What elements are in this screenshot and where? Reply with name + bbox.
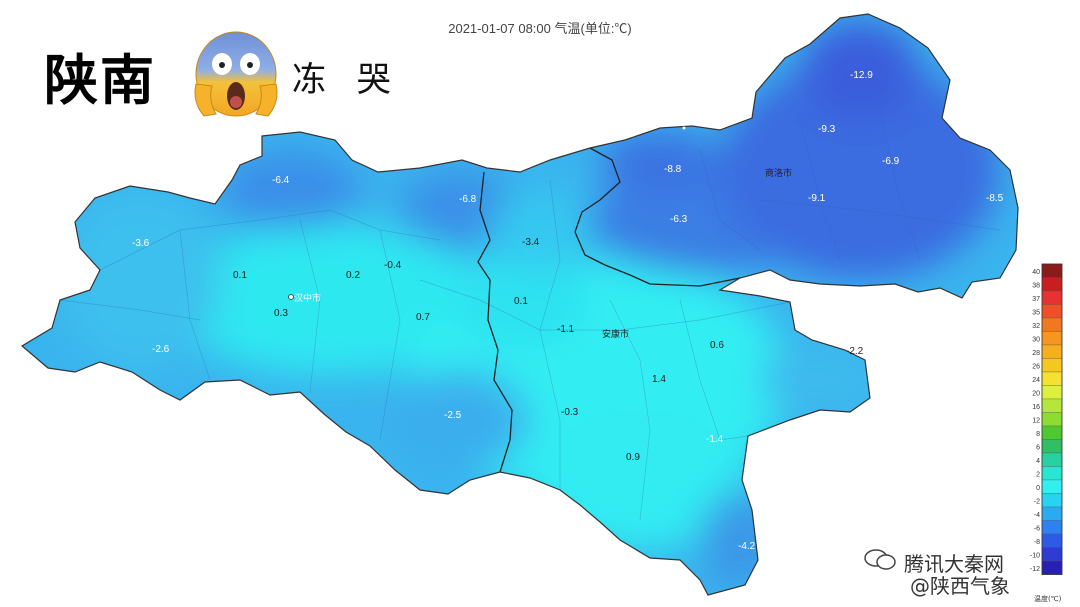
legend-tick-label: 16 xyxy=(1032,404,1040,411)
temp-label: -1.4 xyxy=(706,434,724,445)
legend-frame xyxy=(1041,263,1063,575)
legend-swatch xyxy=(1041,398,1063,413)
legend-tick-label: -12 xyxy=(1030,566,1040,573)
temp-label: -6.3 xyxy=(670,214,688,225)
legend-tick-label: 37 xyxy=(1032,296,1040,303)
legend-tick-label: 35 xyxy=(1032,310,1040,317)
temp-label: 0.2 xyxy=(346,270,360,281)
station-marker xyxy=(682,126,686,130)
temp-label: -0.4 xyxy=(384,260,402,271)
legend-swatch xyxy=(1041,304,1063,319)
legend-swatch xyxy=(1041,263,1063,278)
temp-label: -9.3 xyxy=(818,124,836,135)
legend-swatch xyxy=(1041,533,1063,548)
legend-title: 温度(℃) xyxy=(1034,595,1062,603)
county-boundaries xyxy=(59,109,1001,521)
temp-label: -3.6 xyxy=(132,238,150,249)
temp-label: -12.9 xyxy=(850,70,873,81)
map-title: 2021-01-07 08:00 气温(单位:℃) xyxy=(448,21,632,36)
temp-label: 0.9 xyxy=(626,452,640,463)
legend-swatch xyxy=(1041,277,1063,292)
legend-tick-label: 20 xyxy=(1032,391,1040,398)
legend-swatch xyxy=(1041,493,1063,508)
city-boundaries xyxy=(477,147,741,473)
temp-label: -6.8 xyxy=(459,194,477,205)
legend-tick-label: -4 xyxy=(1034,512,1040,519)
wechat-icon xyxy=(864,549,896,570)
legend-swatch xyxy=(1041,358,1063,373)
legend-tick-label: 28 xyxy=(1032,350,1040,357)
temperature-legend: 40383735323028262420161286420-2-4-6-8-10… xyxy=(1030,263,1063,575)
legend-swatch xyxy=(1041,560,1063,575)
temp-label: -3.4 xyxy=(522,237,540,248)
legend-tick-label: -10 xyxy=(1030,553,1040,560)
legend-tick-label: 2 xyxy=(1036,472,1040,479)
watermark-author: @陕西气象 xyxy=(910,574,1010,598)
watermark-source: 腾讯大秦网 xyxy=(904,552,1004,576)
legend-tick-label: 38 xyxy=(1032,283,1040,290)
temp-label: -4.2 xyxy=(738,541,756,552)
temp-label: 0.1 xyxy=(233,270,247,281)
legend-tick-label: 0 xyxy=(1036,485,1040,492)
face-screaming-in-fear-icon xyxy=(194,31,278,117)
temp-label: -6.9 xyxy=(882,156,900,167)
legend-swatch xyxy=(1041,439,1063,454)
temp-label: 1.4 xyxy=(652,374,666,385)
city-label: 安康市 xyxy=(602,328,629,339)
legend-swatch xyxy=(1041,317,1063,332)
temp-label: 0.3 xyxy=(274,308,288,319)
legend-swatch xyxy=(1041,466,1063,481)
temp-label: -2.2 xyxy=(846,346,864,357)
legend-swatch xyxy=(1041,331,1063,346)
legend-swatch xyxy=(1041,479,1063,494)
temp-label: 0.1 xyxy=(514,296,528,307)
temp-label: -8.5 xyxy=(986,193,1004,204)
legend-tick-label: 24 xyxy=(1032,377,1040,384)
legend-tick-label: 40 xyxy=(1032,269,1040,276)
legend-swatch xyxy=(1041,547,1063,562)
legend-swatch xyxy=(1041,344,1063,359)
legend-tick-label: 12 xyxy=(1032,418,1040,425)
legend-swatch xyxy=(1041,290,1063,305)
legend-swatch xyxy=(1041,520,1063,535)
legend-swatch xyxy=(1041,506,1063,521)
legend-tick-label: 6 xyxy=(1036,445,1040,452)
legend-tick-label: 32 xyxy=(1032,323,1040,330)
legend-tick-label: 30 xyxy=(1032,337,1040,344)
legend-tick-label: -2 xyxy=(1034,499,1040,506)
legend-tick-label: 26 xyxy=(1032,364,1040,371)
headline: 陕南 xyxy=(44,49,156,112)
temp-label: -2.5 xyxy=(444,410,462,421)
legend-swatch xyxy=(1041,452,1063,467)
temp-label: -2.6 xyxy=(152,344,170,355)
legend-tick-label: -6 xyxy=(1034,526,1040,533)
handwritten-caption: 冻 哭 xyxy=(292,60,401,100)
temperature-labels: -12.9 -9.3 -6.9 -8.5 -8.8 -6.3 -9.1 -6.4… xyxy=(132,70,1004,552)
temp-label: -6.4 xyxy=(272,175,290,186)
legend-tick-label: 4 xyxy=(1036,458,1040,465)
temp-label: -1.1 xyxy=(557,324,575,335)
city-label: 汉中市 xyxy=(294,292,321,303)
legend-tick-label: -8 xyxy=(1034,539,1040,546)
city-marker-hanzhong xyxy=(288,294,294,300)
legend-swatch xyxy=(1041,412,1063,427)
legend-swatch xyxy=(1041,385,1063,400)
legend-swatch xyxy=(1041,371,1063,386)
legend-tick-label: 8 xyxy=(1036,431,1040,438)
legend-swatch xyxy=(1041,425,1063,440)
temp-label: -0.3 xyxy=(561,407,579,418)
temp-label: -8.8 xyxy=(664,164,682,175)
temp-label: 0.6 xyxy=(710,340,724,351)
temp-label: -9.1 xyxy=(808,193,826,204)
city-label: 商洛市 xyxy=(765,167,792,178)
temp-label: 0.7 xyxy=(416,312,430,323)
